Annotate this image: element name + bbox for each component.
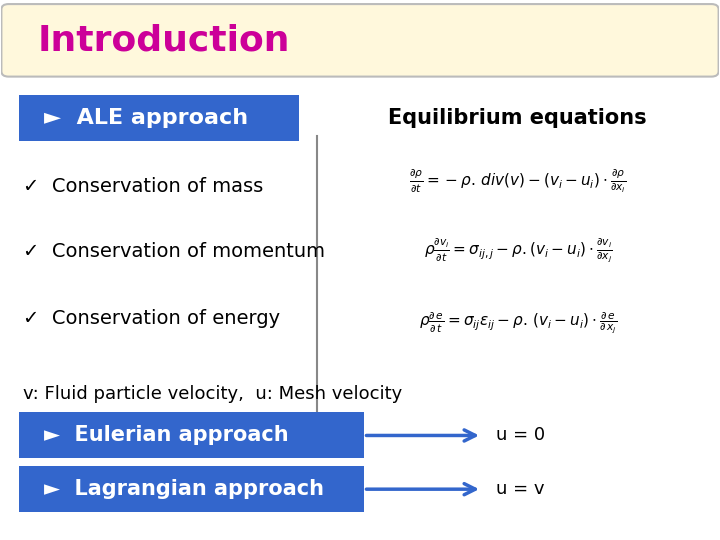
Text: ►  ALE approach: ► ALE approach (45, 108, 248, 128)
Text: Equilibrium equations: Equilibrium equations (389, 108, 647, 128)
FancyBboxPatch shape (19, 96, 299, 141)
FancyBboxPatch shape (1, 4, 719, 77)
Text: ✓  Conservation of momentum: ✓ Conservation of momentum (23, 242, 325, 261)
Text: Introduction: Introduction (37, 23, 289, 57)
Text: $\rho\frac{\partial v_i}{\partial t}=\sigma_{ij,j}-\rho.(v_i-u_i)\cdot\frac{\par: $\rho\frac{\partial v_i}{\partial t}=\si… (423, 238, 612, 265)
Text: u = v: u = v (496, 480, 545, 498)
Text: ►  Lagrangian approach: ► Lagrangian approach (45, 479, 325, 499)
Text: $\rho\frac{\partial\,e}{\partial\,t}=\sigma_{ij}\varepsilon_{ij}-\rho.\,(v_i-u_i: $\rho\frac{\partial\,e}{\partial\,t}=\si… (418, 311, 617, 336)
Text: ►  Eulerian approach: ► Eulerian approach (45, 426, 289, 446)
FancyBboxPatch shape (19, 413, 364, 458)
FancyBboxPatch shape (19, 466, 364, 512)
Text: ✓  Conservation of energy: ✓ Conservation of energy (23, 309, 280, 328)
Text: u = 0: u = 0 (496, 427, 545, 444)
Text: ✓  Conservation of mass: ✓ Conservation of mass (23, 177, 263, 196)
Text: $\frac{\partial \rho}{\partial t}=-\rho.\,div(v)-(v_i-u_i)\cdot\frac{\partial \r: $\frac{\partial \rho}{\partial t}=-\rho.… (409, 168, 626, 195)
Text: v: Fluid particle velocity,  u: Mesh velocity: v: Fluid particle velocity, u: Mesh velo… (23, 384, 402, 402)
